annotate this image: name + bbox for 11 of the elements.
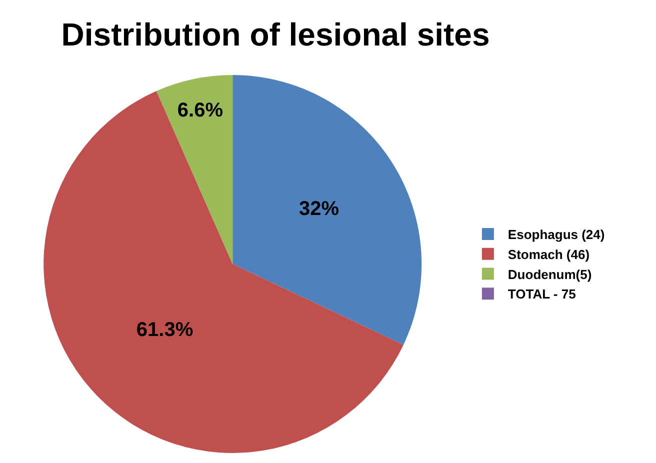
data-label: 32% <box>299 198 340 220</box>
data-label: 6.6% <box>177 100 224 122</box>
pie-slice <box>232 75 422 345</box>
pie-slice <box>156 75 233 264</box>
legend-label: Esophagus (24) <box>508 227 605 242</box>
chart-title: Distribution of lesional sites <box>61 16 490 53</box>
data-label: 61.3% <box>136 318 194 341</box>
legend-label: TOTAL - 75 <box>508 286 576 302</box>
pie-slice <box>44 91 404 453</box>
legend-label: Duodenum(5) <box>508 266 592 282</box>
legend-label: Stomach (46) <box>508 246 590 262</box>
